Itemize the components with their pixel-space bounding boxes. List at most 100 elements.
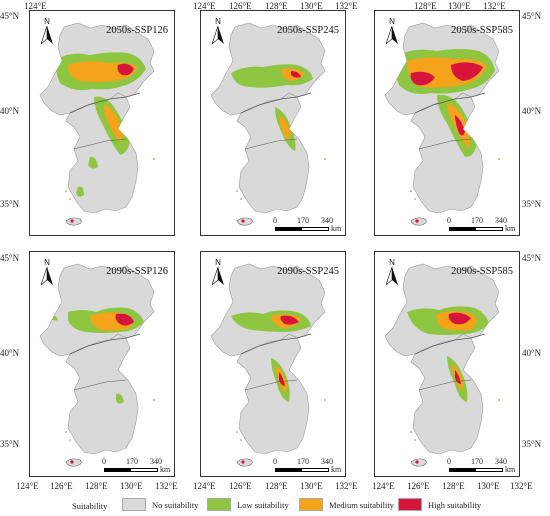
border-line <box>414 333 486 355</box>
lat-tick-40-right-bottom: 40°N <box>522 348 542 358</box>
island-dot <box>69 198 71 200</box>
scale-label-0: 0 <box>273 457 277 466</box>
scale-segment-white <box>301 227 329 231</box>
legend-swatch-low <box>207 498 231 511</box>
scale-bar: 0 170 340 km <box>273 216 345 235</box>
suitability-zone-high <box>291 71 301 78</box>
border-line <box>69 92 141 114</box>
map-svg <box>210 22 326 226</box>
scale-label-1: 170 <box>126 457 138 466</box>
border-line <box>240 92 312 114</box>
lon-tick-bottom-13: 128°E <box>442 481 465 491</box>
island-dot <box>153 399 155 401</box>
scale-segment-white <box>301 468 329 472</box>
north-arrow: N <box>209 17 227 44</box>
scale-unit: km <box>331 224 342 233</box>
suitability-zone-high <box>410 71 435 86</box>
island-jeju <box>65 458 82 467</box>
map-svg <box>384 263 500 467</box>
scale-label-2: 340 <box>321 457 333 466</box>
land-korean-peninsula <box>65 333 139 455</box>
lon-tick-top-9: 132°E <box>483 1 506 11</box>
map-svg <box>384 22 500 226</box>
north-label: N <box>44 258 50 267</box>
north-arrow: N <box>383 17 401 44</box>
north-arrow: N <box>38 258 56 285</box>
lon-tick-bottom-8: 128°E <box>265 481 288 491</box>
suitability-zone-high <box>117 63 134 76</box>
scale-label-1: 170 <box>297 216 309 225</box>
scale-segment-black <box>449 227 475 231</box>
lon-tick-bottom-2: 126°E <box>50 481 73 491</box>
suitability-zone-low <box>88 156 98 169</box>
scale-unit: km <box>331 465 342 474</box>
legend-label-low: Low suitability <box>237 499 289 510</box>
island-dot <box>414 198 416 200</box>
scale-segment-white <box>475 227 503 231</box>
island-dot <box>70 460 74 464</box>
scale-label-0: 0 <box>102 457 106 466</box>
legend-item-low: Low suitability <box>207 498 289 511</box>
north-arrow-icon <box>212 26 224 44</box>
lon-tick-top-2: 124°E <box>193 1 216 11</box>
scale-segment-white <box>130 468 158 472</box>
island-dot <box>236 431 238 433</box>
suitability-zone-high <box>455 370 461 384</box>
suitability-zone-high <box>455 115 465 136</box>
map-svg <box>210 263 326 467</box>
legend-item-high: High suitability <box>398 498 481 511</box>
island-dot <box>70 219 74 223</box>
island-dot <box>415 460 419 464</box>
scale-unit: km <box>160 465 171 474</box>
scale-label-1: 170 <box>471 216 483 225</box>
island-jeju <box>410 458 427 467</box>
legend-swatch-no <box>122 498 146 511</box>
lat-tick-45-right-top: 45°N <box>522 11 542 21</box>
map-panel: N 2090s-SSP245 0 170 340 km <box>200 251 346 477</box>
lat-tick-35-left-bottom: 35°N <box>0 439 20 449</box>
scale-bar: 0 170 340 km <box>102 457 174 476</box>
border-line <box>69 333 141 355</box>
lon-tick-bottom-14: 130°E <box>477 481 500 491</box>
lon-tick-top-6: 132°E <box>335 1 358 11</box>
lon-tick-bottom-5: 132°E <box>155 481 178 491</box>
lon-tick-bottom-4: 130°E <box>120 481 143 491</box>
panel-title: 2090s-SSP126 <box>106 266 168 277</box>
island-dot <box>324 399 326 401</box>
island-jeju <box>410 217 427 226</box>
island-dot <box>414 439 416 441</box>
scale-label-1: 170 <box>471 457 483 466</box>
legend-title: Suitability <box>72 501 108 511</box>
scale-bar: 0 170 340 km <box>447 216 519 235</box>
scale-label-2: 340 <box>495 457 507 466</box>
island-dot <box>153 158 155 160</box>
lon-tick-top-1: 124°E <box>24 1 47 11</box>
scale-bar: 0 170 340 km <box>447 457 519 476</box>
map-svg <box>39 263 155 467</box>
island-dot <box>410 190 412 192</box>
island-dot <box>240 198 242 200</box>
lon-tick-top-5: 130°E <box>300 1 323 11</box>
island-jeju <box>236 458 253 467</box>
north-arrow-icon <box>41 26 53 44</box>
lat-tick-45-right-bottom: 45°N <box>522 253 542 263</box>
island-jeju <box>236 217 253 226</box>
map-panel: N 2050s-SSP245 0 170 340 km <box>200 10 346 236</box>
border-line <box>240 333 312 355</box>
legend-label-no: No suitability <box>152 499 199 510</box>
north-arrow: N <box>383 258 401 285</box>
island-jeju <box>65 217 82 226</box>
lon-tick-bottom-11: 124°E <box>372 481 395 491</box>
north-label: N <box>389 17 395 26</box>
legend-label-medium: Medium suitability <box>329 499 394 510</box>
border-line-korea <box>73 138 127 150</box>
north-label: N <box>215 258 221 267</box>
border-line-korea <box>244 138 298 150</box>
lon-tick-top-4: 128°E <box>265 1 288 11</box>
suitability-zone-low <box>76 186 84 197</box>
lat-tick-35-right-bottom: 35°N <box>522 439 542 449</box>
suitability-zone-high <box>279 372 285 386</box>
north-arrow-icon <box>386 26 398 44</box>
scale-label-0: 0 <box>273 216 277 225</box>
border-line <box>414 92 486 114</box>
